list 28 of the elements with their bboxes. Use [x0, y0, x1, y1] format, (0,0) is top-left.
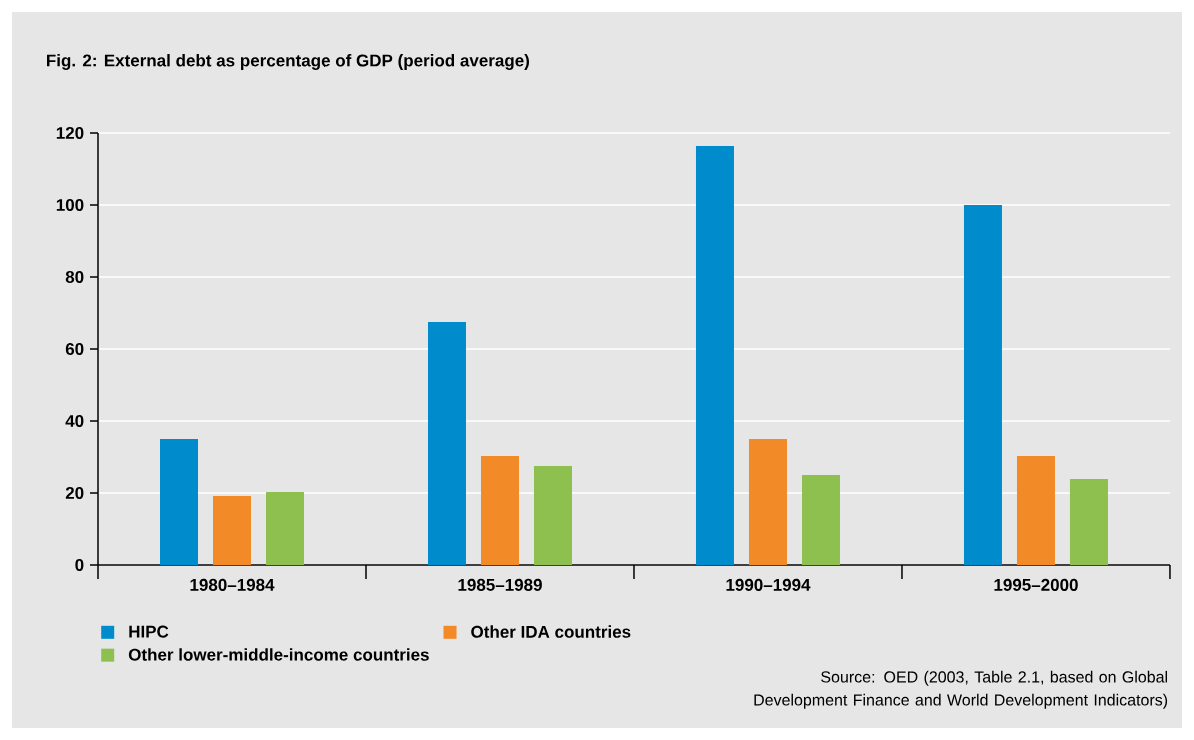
y-tick-label: 80 [65, 270, 84, 284]
bar [533, 466, 572, 565]
legend-label: Other lower-middle-income countries [128, 648, 429, 661]
chart-title: Fig. 2: External debt as percentage of GDP (period average) [47, 54, 529, 70]
bar [480, 455, 519, 565]
legend-label: Other IDA countries [471, 625, 631, 638]
bar [213, 495, 251, 565]
bar [427, 322, 466, 565]
y-tick-label: 60 [65, 342, 84, 356]
bar [748, 439, 787, 565]
bar [266, 491, 304, 565]
source-note: Source: OED (2003, Table 2.1, based on Global Development Finance and World Development Indicators) [754, 670, 1168, 709]
y-tick-label: 100 [56, 198, 84, 212]
y-tick-label: 40 [65, 414, 84, 428]
x-tick-label: 1995–2000 [994, 578, 1078, 591]
x-tick-label: 1985–1989 [458, 578, 542, 591]
x-tick-label: 1980–1984 [190, 578, 275, 591]
bar [1069, 478, 1108, 565]
legend-label: HIPC [129, 625, 169, 638]
y-tick-label: 20 [65, 486, 84, 500]
y-tick-label: 0 [75, 558, 84, 572]
x-tick-label: 1990–1994 [726, 578, 811, 591]
bar [801, 475, 840, 565]
bar [160, 439, 198, 565]
y-tick-label: 120 [56, 126, 84, 140]
bar [963, 205, 1002, 565]
bar [1016, 455, 1055, 565]
bar [695, 145, 734, 565]
